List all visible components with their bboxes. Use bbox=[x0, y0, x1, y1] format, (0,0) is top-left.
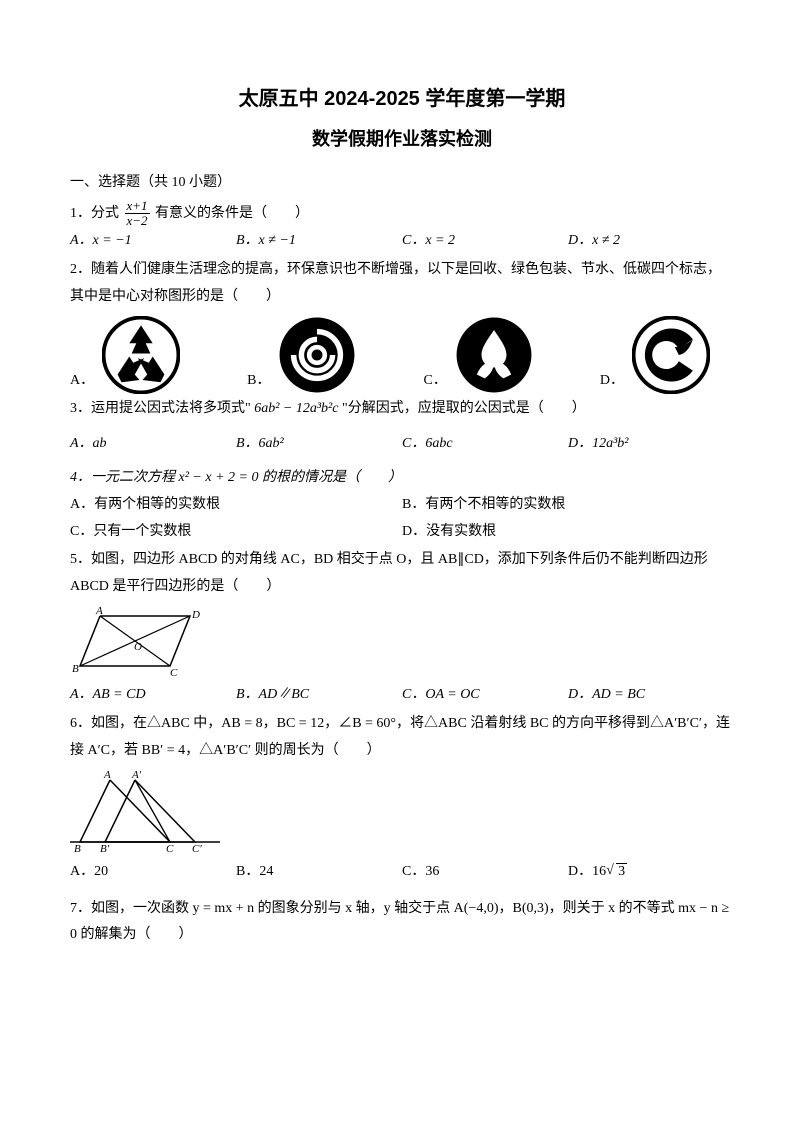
q2-opt-a: A． bbox=[70, 368, 94, 395]
svg-text:A: A bbox=[103, 770, 111, 781]
svg-text:A: A bbox=[95, 606, 103, 617]
q6-opt-d-pre: D．16 bbox=[568, 859, 606, 886]
recycle-icon bbox=[102, 316, 180, 394]
q1-frac-num: x+1 bbox=[125, 199, 150, 214]
q3-poly: 6ab² − 12a³b²c bbox=[254, 401, 338, 416]
q2-opt-c: C． bbox=[424, 368, 447, 395]
q4-options: A．有两个相等的实数根 B．有两个不相等的实数根 C．只有一个实数根 D．没有实… bbox=[70, 492, 734, 545]
q5-options: A．AB = CD B．AD∥BC C．OA = OC D．AD = BC bbox=[70, 682, 734, 709]
q1-stem-b: 有意义的条件是（ ） bbox=[155, 206, 309, 221]
translation-triangle-diagram: A A′ B B′ C C′ bbox=[70, 770, 230, 855]
section-header: 一、选择题（共 10 小题） bbox=[70, 170, 734, 197]
svg-text:C: C bbox=[170, 667, 178, 678]
q3-opt-c: C．6abc bbox=[402, 431, 453, 458]
q1-opt-b: B．x ≠ −1 bbox=[236, 228, 296, 255]
water-save-icon bbox=[455, 316, 533, 394]
svg-text:O: O bbox=[134, 641, 142, 653]
q4-opt-c: C．只有一个实数根 bbox=[70, 519, 191, 546]
sqrt-icon: 3 bbox=[606, 859, 627, 886]
question-3: 3．运用提公因式法将多项式" 6ab² − 12a³b²c "分解因式，应提取的… bbox=[70, 396, 734, 423]
q5-opt-c: C．OA = OC bbox=[402, 682, 480, 709]
q1-opt-c: C．x = 2 bbox=[402, 228, 455, 255]
q3-opt-d: D．12a³b² bbox=[568, 431, 629, 458]
q3-opt-a: A．ab bbox=[70, 431, 107, 458]
q2-logo-c: C． bbox=[424, 316, 533, 394]
question-4: 4．一元二次方程 x² − x + 2 = 0 的根的情况是（ ） bbox=[70, 465, 734, 492]
q2-logo-a: A． bbox=[70, 316, 180, 394]
q2-opt-b: B． bbox=[247, 368, 270, 395]
svg-text:A′: A′ bbox=[131, 770, 142, 781]
svg-text:B: B bbox=[74, 843, 81, 855]
svg-text:D: D bbox=[191, 609, 200, 621]
q1-stem-a: 1．分式 bbox=[70, 206, 123, 221]
low-carbon-icon bbox=[632, 316, 710, 394]
q1-opt-d: D．x ≠ 2 bbox=[568, 228, 620, 255]
q4-stem: 4．一元二次方程 x² − x + 2 = 0 的根的情况是（ ） bbox=[70, 470, 402, 485]
q1-frac-den: x−2 bbox=[125, 214, 150, 228]
question-2: 2．随着人们健康生活理念的提高，环保意识也不断增强，以下是回收、绿色包装、节水、… bbox=[70, 257, 734, 310]
q5-opt-b: B．AD∥BC bbox=[236, 682, 309, 709]
svg-text:C: C bbox=[166, 843, 174, 855]
q4-opt-a: A．有两个相等的实数根 bbox=[70, 492, 220, 519]
question-1: 1．分式 x+1 x−2 有意义的条件是（ ） bbox=[70, 199, 734, 229]
q1-opt-a: A．x = −1 bbox=[70, 228, 132, 255]
q3-stem-a: 3．运用提公因式法将多项式" bbox=[70, 401, 254, 416]
q5-opt-a: A．AB = CD bbox=[70, 682, 146, 709]
parallelogram-diagram: A B C D O bbox=[70, 606, 210, 678]
q2-logos: A． B． C． D． bbox=[70, 316, 710, 394]
q2-logo-b: B． bbox=[247, 316, 356, 394]
q6-opt-b: B．24 bbox=[236, 859, 273, 886]
q6-opt-c: C．36 bbox=[402, 859, 439, 886]
q6-opt-d-rad: 3 bbox=[616, 863, 627, 879]
q4-opt-d: D．没有实数根 bbox=[402, 519, 496, 546]
q2-logo-d: D． bbox=[600, 316, 710, 394]
q3-opt-b: B．6ab² bbox=[236, 431, 284, 458]
page-title: 太原五中 2024-2025 学年度第一学期 bbox=[70, 80, 734, 118]
svg-text:B: B bbox=[72, 663, 79, 675]
q6-opt-a: A．20 bbox=[70, 859, 108, 886]
q3-stem-b: "分解因式，应提取的公因式是（ ） bbox=[342, 401, 586, 416]
q6-options: A．20 B．24 C．36 D．16 3 bbox=[70, 859, 734, 886]
svg-text:C′: C′ bbox=[192, 843, 202, 855]
q5-opt-d: D．AD = BC bbox=[568, 682, 645, 709]
question-6: 6．如图，在△ABC 中，AB = 8，BC = 12，∠B = 60°，将△A… bbox=[70, 711, 734, 764]
page-subtitle: 数学假期作业落实检测 bbox=[70, 122, 734, 156]
svg-text:B′: B′ bbox=[100, 843, 110, 855]
q2-opt-d: D． bbox=[600, 368, 624, 395]
q6-figure: A A′ B B′ C C′ bbox=[70, 770, 734, 855]
question-5: 5．如图，四边形 ABCD 的对角线 AC，BD 相交于点 O，且 AB∥CD，… bbox=[70, 547, 734, 600]
q3-options: A．ab B．6ab² C．6abc D．12a³b² bbox=[70, 431, 734, 458]
q1-options: A．x = −1 B．x ≠ −1 C．x = 2 D．x ≠ 2 bbox=[70, 228, 734, 255]
q5-figure: A B C D O bbox=[70, 606, 734, 678]
question-7: 7．如图，一次函数 y = mx + n 的图象分别与 x 轴，y 轴交于点 A… bbox=[70, 896, 734, 949]
green-pack-icon bbox=[278, 316, 356, 394]
q1-fraction: x+1 x−2 bbox=[125, 199, 150, 229]
q4-opt-b: B．有两个不相等的实数根 bbox=[402, 492, 565, 519]
